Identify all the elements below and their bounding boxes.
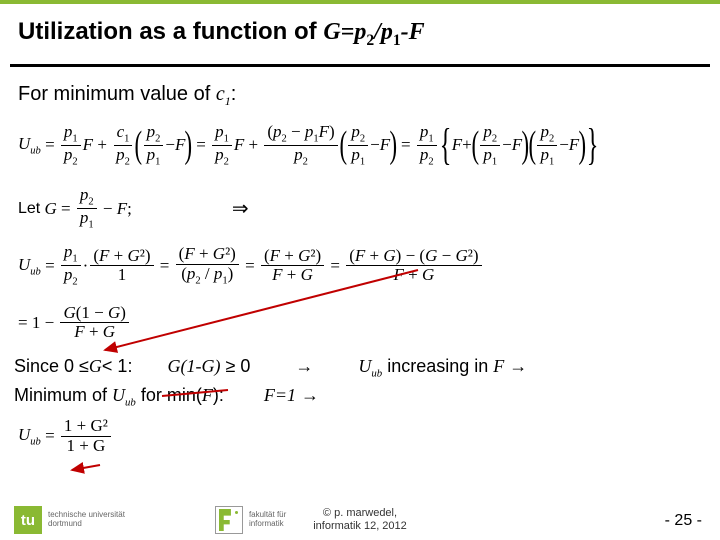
since-2a: Minimum of: [14, 385, 112, 405]
since-2c: ):: [213, 385, 224, 405]
since-g1: G: [89, 356, 102, 376]
since-arrow1: →: [295, 356, 313, 376]
since-uub: U: [358, 356, 371, 376]
since-uub2: U: [112, 385, 125, 405]
tu-text: technische universität dortmund: [48, 511, 125, 529]
fi-logo-icon: [215, 506, 243, 534]
since-1a: Since 0 ≤: [14, 356, 89, 376]
subtitle-prefix: For minimum value of: [18, 83, 216, 105]
subtitle-suffix: :: [231, 83, 237, 105]
title-text: Utilization as a function of: [18, 18, 323, 45]
fi-text: fakultät für informatik: [249, 511, 286, 529]
since-feq1: F=1: [264, 385, 296, 405]
since-arrow2: →: [504, 356, 527, 376]
equation-2: Let G = p2p1 − F; ⇒: [18, 185, 702, 233]
footer: tu technische universität dortmund fakul…: [0, 506, 720, 534]
eq2-implies: ⇒: [232, 196, 249, 221]
final-den: 1 + G: [63, 437, 108, 456]
page-number: - 25 -: [665, 512, 702, 530]
equation-4: = 1 − G(1 − G)F + G: [18, 299, 702, 347]
title-suffix: -F: [401, 19, 425, 45]
title-area: Utilization as a function of G=p2/p1-F: [0, 4, 720, 60]
since-f: F: [493, 356, 504, 376]
final-equation: Uub = 1 + G²1 + G: [18, 414, 702, 458]
since-uub-sub: ub: [371, 367, 382, 379]
since-block: Since 0 ≤G< 1: G(1-G) ≥ 0 → Uub increasi…: [0, 351, 720, 411]
title-sub1: 2: [366, 32, 374, 49]
since-2b: for min(: [136, 385, 202, 405]
since-uub2-sub: ub: [125, 396, 136, 408]
eq1-lhs: U: [18, 134, 30, 153]
slide-title: Utilization as a function of G=p2/p1-F: [18, 18, 702, 50]
equation-1: Uub = p1p2 F + c1p2 ( p2p1 −F ) = p1p2 F…: [18, 123, 702, 181]
since-line-1: Since 0 ≤G< 1: G(1-G) ≥ 0 → Uub increasi…: [14, 353, 702, 382]
tu-text-2: dortmund: [48, 520, 125, 529]
title-sub2: 1: [393, 32, 401, 49]
subtitle: For minimum value of c1:: [0, 67, 720, 113]
title-math-1: G=p: [323, 19, 366, 45]
final-num: 1 + G²: [61, 417, 111, 437]
since-geq0: ≥ 0: [220, 356, 250, 376]
equation-3: Uub = p1p2 · (F + G²)1 = (F + G²)(p2 / p…: [18, 237, 702, 295]
copyright-1: © p. marwedel,: [313, 507, 407, 520]
logo-fi: fakultät für informatik: [215, 506, 286, 534]
since-1b: < 1:: [102, 356, 133, 376]
since-term: G(1-G): [167, 356, 220, 376]
fi-text-2: informatik: [249, 520, 286, 529]
logo-tu: tu technische universität dortmund: [14, 506, 125, 534]
copyright: © p. marwedel, informatik 12, 2012: [313, 507, 407, 533]
tu-logo-icon: tu: [14, 506, 42, 534]
copyright-2: informatik 12, 2012: [313, 520, 407, 533]
tu-label: tu: [21, 512, 35, 529]
title-math-2: /p: [374, 19, 393, 45]
since-inc: increasing in: [382, 356, 493, 376]
since-line-2: Minimum of Uub for min(F): F=1 →: [14, 382, 702, 411]
since-f2: F: [202, 385, 213, 405]
eq2-g: G: [45, 199, 57, 218]
eq2-let: Let: [18, 200, 40, 218]
subtitle-var: c: [216, 83, 225, 105]
eq1-lhs-sub: ub: [30, 145, 41, 156]
